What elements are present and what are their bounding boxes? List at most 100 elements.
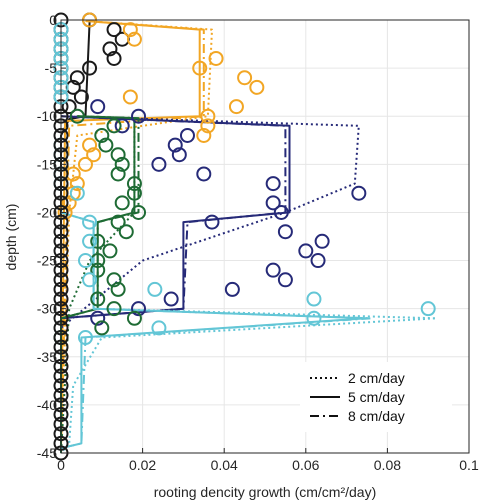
scatter-point-4-18: [147, 281, 163, 297]
scatter-point-1-13: [86, 147, 102, 163]
scatter-point-0-16: [69, 70, 85, 86]
grid: [61, 20, 469, 453]
x-tick-label-4: 0.08: [374, 457, 401, 473]
scatter-point-3-16: [90, 262, 106, 278]
scatter-point-1-11: [196, 127, 212, 143]
y-tick-label-6: -30: [37, 301, 57, 317]
line-series-group: [60, 20, 438, 454]
scatter-point-1-16: [69, 176, 85, 192]
scatter-point-4-14: [82, 214, 98, 230]
scatter-point-2-3: [179, 127, 195, 143]
scatter-point-0-18: [73, 89, 89, 105]
x-tick-label-1: 0.02: [129, 457, 156, 473]
scatter-point-2-15: [298, 243, 314, 259]
scatter-point-4-17: [82, 272, 98, 288]
scatter-point-2-12: [204, 214, 220, 230]
x-tick-label-3: 0.06: [292, 457, 319, 473]
scatter-point-0-11: [106, 22, 122, 38]
y-tick-label-3: -15: [37, 156, 57, 172]
y-axis-label: depth (cm): [3, 204, 19, 271]
scatter-point-2-21: [131, 301, 147, 317]
scatter-point-4-21: [306, 310, 322, 326]
legend: 2 cm/day 5 cm/day 8 cm/day: [300, 362, 452, 432]
scatter-point-4-19: [306, 291, 322, 307]
scatter-point-4-20: [420, 301, 436, 317]
legend-label-2cm: 2 cm/day: [348, 370, 405, 386]
line-series-2-orange-dotted: [60, 20, 213, 454]
line-series-9-green-dashdot: [60, 115, 140, 453]
x-tick-label-5: 0.1: [459, 457, 479, 473]
x-tick-label-2: 0.04: [211, 457, 238, 473]
scatter-point-1-7: [122, 89, 138, 105]
y-tick-label-9: -45: [37, 445, 57, 461]
scatter-point-2-19: [224, 281, 240, 297]
scatter-point-3-8: [126, 185, 142, 201]
scatter-point-3-21: [126, 310, 142, 326]
scatter-point-3-12: [118, 224, 134, 240]
scatter-point-2-20: [163, 291, 179, 307]
scatter-point-2-13: [277, 224, 293, 240]
scatter-point-4-22: [151, 320, 167, 336]
scatter-point-1-12: [82, 137, 98, 153]
y-tick-label-1: -5: [45, 60, 58, 76]
scatter-point-3-18: [110, 281, 126, 297]
scatter-point-2-5: [171, 147, 187, 163]
scatter-point-2-7: [196, 166, 212, 182]
scatter-point-4-16: [77, 253, 93, 269]
scatter-point-2-16: [310, 253, 326, 269]
y-tick-label-0: 0: [49, 12, 57, 28]
scatter-point-2-1: [131, 108, 147, 124]
scatter-point-1-2: [126, 31, 142, 47]
scatter-point-3-1: [106, 118, 122, 134]
scatter-point-3-9: [114, 195, 130, 211]
y-tick-label-2: -10: [37, 108, 57, 124]
scatter-point-1-8: [228, 99, 244, 115]
scatter-point-3-14: [102, 243, 118, 259]
scatter-point-1-18: [61, 195, 77, 211]
scatter-point-1-10: [200, 118, 216, 134]
scatter-point-4-23: [77, 330, 93, 346]
scatter-point-1-19: [57, 204, 73, 220]
scatter-point-1-5: [237, 70, 253, 86]
scatter-point-3-22: [94, 320, 110, 336]
y-tick-label-4: -20: [37, 204, 57, 220]
y-tick-label-8: -40: [37, 397, 57, 413]
tick-labels: 0 0.02 0.04 0.06 0.08 0.1 0 -5 -10 -15 -20 -25 -30 -3…: [37, 12, 479, 473]
scatter-point-0-13: [102, 41, 118, 57]
scatter-point-1-14: [77, 156, 93, 172]
scatter-point-2-2: [114, 118, 130, 134]
scatter-point-2-8: [265, 176, 281, 192]
scatter-point-3-7: [126, 176, 142, 192]
scatter-point-3-0: [69, 108, 85, 124]
legend-label-5cm: 5 cm/day: [348, 389, 405, 405]
scatter-point-3-17: [106, 272, 122, 288]
scatter-point-0-14: [106, 50, 122, 66]
scatter-point-2-6: [151, 156, 167, 172]
scatter-point-2-0: [90, 99, 106, 115]
scatter-point-4-13: [69, 185, 85, 201]
scatter-point-3-19: [90, 291, 106, 307]
scatter-point-1-6: [249, 79, 265, 95]
scatter-point-2-14: [314, 233, 330, 249]
axes: [60, 19, 470, 454]
scatter-point-2-10: [265, 195, 281, 211]
scatter-point-1-1: [122, 22, 138, 38]
scatter-point-2-11: [273, 204, 289, 220]
scatter-point-1-3: [208, 50, 224, 66]
scatter-point-2-18: [277, 272, 293, 288]
scatter-point-1-4: [192, 60, 208, 76]
scatter-point-3-13: [90, 233, 106, 249]
scatter-point-2-9: [351, 185, 367, 201]
scatter-point-3-2: [94, 127, 110, 143]
scatter-point-3-11: [110, 214, 126, 230]
scatter-point-2-17: [265, 262, 281, 278]
scatter-point-2-22: [90, 310, 106, 326]
y-tick-label-7: -35: [37, 349, 57, 365]
scatter-point-0-15: [82, 60, 98, 76]
scatter-point-4-15: [82, 233, 98, 249]
y-tick-label-5: -25: [37, 253, 57, 269]
scatter-point-3-10: [131, 204, 147, 220]
scatter-point-1-9: [200, 108, 216, 124]
scatter-point-3-5: [114, 156, 130, 172]
